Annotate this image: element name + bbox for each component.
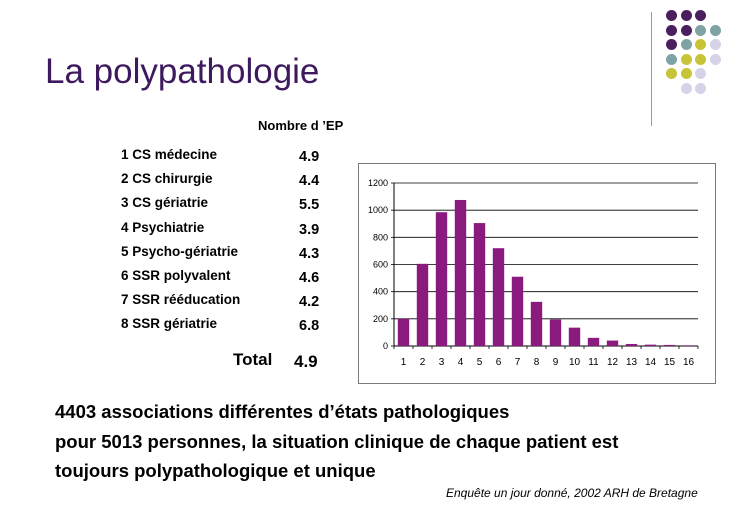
decorative-dot (695, 82, 706, 94)
decorative-dot (680, 39, 692, 50)
bar (511, 276, 524, 346)
y-tick-label: 800 (373, 232, 388, 242)
x-tick-label: 10 (569, 357, 581, 368)
decorative-dot (666, 53, 677, 65)
decorative-dot (680, 82, 692, 94)
x-tick-label: 5 (477, 357, 483, 368)
bar (435, 212, 448, 346)
bar (587, 337, 600, 346)
decorative-dot (666, 24, 677, 36)
summary-line: pour 5013 personnes, la situation cliniq… (55, 430, 619, 452)
decorative-divider (651, 12, 652, 126)
x-tick-label: 15 (664, 357, 676, 368)
row-label: 7 SSR rééducation (121, 292, 241, 308)
summary-line: 4403 associations différentes d’états pa… (55, 401, 510, 422)
row-value: 5.5 (299, 197, 320, 214)
row-value: 4.2 (299, 294, 320, 311)
bar (549, 319, 562, 346)
row-label: 1 CS médecine (121, 147, 218, 162)
decorative-dot-grid (666, 10, 747, 110)
bar (397, 318, 410, 346)
row-label: 8 SSR gériatrie (121, 316, 218, 332)
x-tick-label: 3 (439, 357, 445, 368)
decorative-dot (709, 39, 721, 50)
decorative-dot (695, 68, 706, 79)
row-label: 4 Psychiatrie (121, 219, 205, 235)
total-label: Total (233, 350, 273, 369)
decorative-dot (666, 68, 677, 79)
x-tick-label: 11 (588, 357, 599, 368)
x-tick-label: 1 (401, 357, 407, 368)
column-header: Nombre d ’EP (258, 118, 344, 133)
total-value: 4.9 (294, 352, 318, 371)
x-tick-label: 14 (645, 357, 657, 368)
decorative-dot (666, 39, 677, 50)
row-value: 3.9 (299, 221, 320, 238)
y-tick-label: 1200 (368, 178, 388, 188)
y-tick-label: 400 (373, 287, 388, 297)
bar (644, 344, 657, 346)
bar (454, 199, 467, 346)
x-tick-label: 7 (515, 357, 521, 368)
bar (416, 263, 429, 346)
x-tick-label: 12 (607, 357, 619, 368)
y-tick-label: 200 (373, 314, 388, 324)
decorative-dot (709, 24, 721, 36)
summary-text: 4403 associations différentes d’états pa… (55, 397, 618, 486)
decorative-dot (680, 24, 692, 36)
slide-title: La polypathologie (45, 52, 320, 91)
bar (568, 327, 581, 346)
row-value: 4.9 (299, 149, 320, 165)
x-tick-label: 8 (534, 357, 540, 368)
bar (530, 301, 543, 346)
row-label: 3 CS gériatrie (121, 195, 209, 211)
decorative-dot (695, 39, 706, 50)
row-value: 6.8 (299, 318, 320, 335)
decorative-dot (666, 10, 677, 21)
y-tick-label: 600 (373, 260, 388, 270)
chart-frame (358, 163, 716, 384)
source-citation: Enquête un jour donné, 2002 ARH de Breta… (446, 486, 698, 500)
row-value: 4.3 (299, 245, 320, 262)
bar (625, 343, 638, 346)
row-label: 5 Psycho-gériatrie (121, 243, 239, 259)
decorative-dot (680, 10, 692, 21)
summary-line: toujours polypathologique et unique (55, 460, 376, 481)
bar (663, 344, 676, 346)
bar (492, 248, 505, 346)
decorative-dot (680, 68, 692, 79)
y-tick-label: 0 (383, 341, 388, 351)
bar (473, 223, 486, 346)
bar (682, 345, 695, 346)
x-tick-label: 13 (626, 357, 638, 368)
x-tick-label: 2 (420, 357, 426, 368)
row-label: 6 SSR polyvalent (121, 267, 231, 283)
bar (606, 340, 619, 346)
x-tick-label: 9 (553, 357, 559, 368)
x-tick-label: 4 (458, 357, 464, 368)
x-tick-label: 16 (683, 357, 695, 368)
decorative-dot (695, 24, 706, 36)
decorative-dot (680, 53, 692, 65)
x-tick-label: 6 (496, 357, 502, 368)
decorative-dot (695, 53, 706, 65)
y-tick-label: 1000 (368, 205, 388, 215)
decorative-dot (709, 53, 721, 65)
row-value: 4.4 (299, 173, 320, 190)
row-value: 4.6 (299, 269, 320, 286)
decorative-dot (695, 10, 706, 21)
row-label: 2 CS chirurgie (121, 171, 213, 187)
